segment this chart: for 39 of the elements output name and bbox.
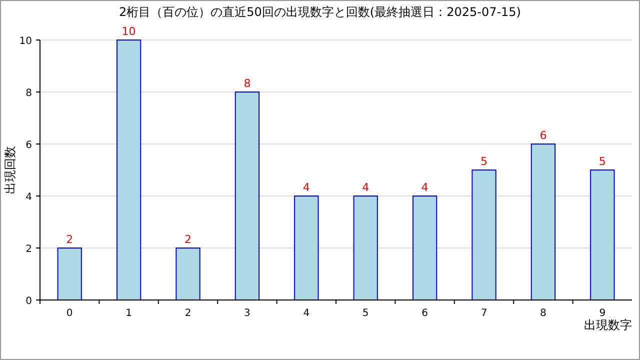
data-label: 10	[122, 25, 136, 38]
data-label: 5	[598, 155, 606, 168]
x-tick-label: 6	[422, 308, 428, 319]
y-tick-label: 2	[26, 244, 32, 255]
bar	[57, 248, 82, 300]
chart-title: 2桁目（百の位）の直近50回の出現数字と回数(最終抽選日：2025-07-15)	[118, 5, 522, 19]
bar	[294, 196, 319, 300]
y-tick-label: 4	[26, 192, 32, 203]
y-tick-label: 8	[26, 88, 32, 99]
x-axis-title: 出現数字	[584, 318, 632, 332]
bar	[353, 196, 378, 300]
y-tick-label: 10	[19, 36, 32, 47]
bar	[472, 170, 496, 300]
data-label: 2	[66, 233, 74, 246]
x-tick-label: 8	[540, 308, 546, 319]
data-label: 4	[421, 181, 428, 194]
x-tick-label: 5	[362, 308, 369, 319]
data-label: 6	[540, 129, 547, 142]
x-tick-label: 9	[599, 308, 606, 319]
bar	[412, 196, 438, 300]
bar	[176, 248, 200, 300]
x-tick-label: 1	[126, 308, 132, 319]
bar	[116, 40, 142, 300]
y-tick-label: 0	[26, 296, 32, 307]
y-axis-title: 出現回数	[3, 146, 17, 194]
x-tick-label: 3	[244, 308, 250, 319]
bar	[530, 144, 556, 300]
bar	[590, 170, 615, 300]
bar	[234, 92, 260, 300]
x-tick-label: 7	[480, 308, 488, 319]
x-tick-label: 4	[303, 308, 310, 319]
x-tick-label: 0	[66, 308, 73, 319]
data-label: 2	[184, 233, 192, 246]
data-label: 8	[244, 77, 251, 90]
x-tick-label: 2	[184, 308, 192, 319]
data-label: 5	[480, 155, 488, 168]
y-tick-label: 6	[26, 140, 32, 151]
data-label: 4	[302, 181, 310, 194]
data-label: 4	[362, 181, 370, 194]
